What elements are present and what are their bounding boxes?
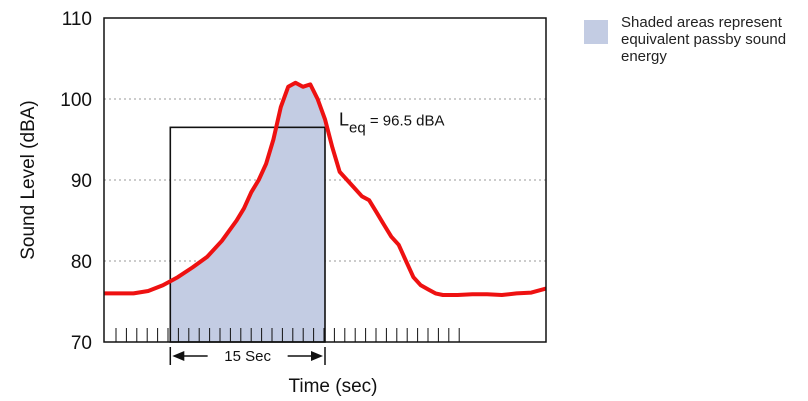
leq-subscript: eq xyxy=(349,119,366,136)
y-axis-tick-labels: 70 80 90 100 110 xyxy=(60,9,92,354)
legend-label: Shaded areas represent equivalent passby… xyxy=(621,14,787,65)
leq-value: = 96.5 dBA xyxy=(366,112,445,129)
duration-right-arrowhead xyxy=(311,351,323,361)
y-axis-title: Sound Level (dBA) xyxy=(18,100,39,260)
y-tick-label: 90 xyxy=(71,171,92,192)
legend-swatch xyxy=(584,20,608,44)
leq-annotation: Leq = 96.5 dBA xyxy=(339,109,445,136)
x-axis-title: Time (sec) xyxy=(288,376,377,397)
shaded-energy-area xyxy=(170,82,325,342)
leq-L: L xyxy=(339,109,349,129)
sound-level-line xyxy=(104,80,546,297)
y-tick-label: 80 xyxy=(71,252,92,273)
duration-label: 15 Sec xyxy=(224,348,271,365)
duration-marker xyxy=(169,347,326,365)
y-tick-label: 110 xyxy=(62,9,92,30)
plot-frame xyxy=(103,17,547,343)
duration-left-arrowhead xyxy=(172,351,185,361)
x-axis-ticks xyxy=(115,328,460,342)
y-tick-label: 100 xyxy=(60,90,92,111)
y-tick-label: 70 xyxy=(71,333,92,354)
